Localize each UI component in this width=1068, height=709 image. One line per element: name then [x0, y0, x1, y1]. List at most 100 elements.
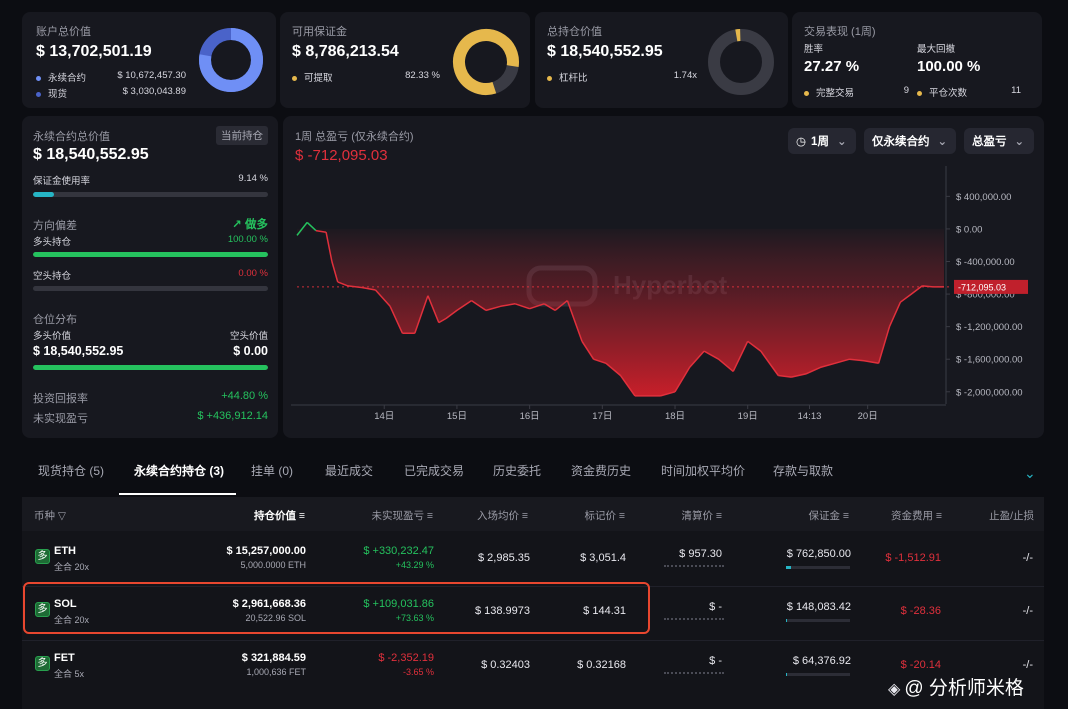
leverage-label: 杠杆比 — [559, 73, 588, 84]
perp-summary-panel: 永续合约总价值 当前持仓 $ 18,540,552.95 保证金使用率 9.14… — [22, 116, 278, 438]
margin-mode: 全合 5x — [54, 669, 85, 679]
long-position-pct: 100.00 % — [227, 234, 268, 245]
sort-icon[interactable]: ≡ — [615, 510, 625, 522]
direction-bias-text: 做多 — [245, 219, 268, 231]
funding-fee: $ -20.14 — [900, 659, 941, 671]
chevron-down-icon: ⌄ — [836, 136, 847, 148]
header-label: 未实现盈亏 — [371, 510, 424, 522]
position-value: $ 15,257,000.00 — [226, 545, 306, 557]
unrealized-pnl: $ +109,031.86 — [363, 598, 434, 610]
sort-icon[interactable]: ≡ — [295, 510, 305, 522]
account-value-label: 账户总价值 — [36, 26, 91, 38]
tp-sl: -/- — [1022, 659, 1033, 671]
header-8[interactable]: 止盈/止损 — [989, 508, 1034, 523]
long-position-label: 多头持仓 — [33, 237, 72, 248]
tab-4[interactable]: 已完成交易 — [404, 464, 465, 478]
metric-selector[interactable]: 总盈亏 ⌄ — [964, 128, 1034, 154]
withdrawable-item: 可提取 82.33 % — [292, 70, 440, 84]
chevron-down-icon: ⌄ — [1014, 136, 1025, 148]
margin-value: $ 762,850.00 — [786, 548, 851, 560]
available-margin-value: $ 8,786,213.54 — [292, 43, 399, 60]
roi-value: +44.80 % — [221, 390, 268, 402]
binance-logo-icon: ◈ — [888, 681, 901, 698]
position-distribution-label: 仓位分布 — [33, 314, 77, 326]
account-donut-chart — [199, 28, 263, 92]
close-count-label: 平仓次数 — [929, 88, 968, 99]
tab-1[interactable]: 永续合约持仓 (3) — [134, 464, 225, 478]
header-0[interactable]: 币种 ▽ — [34, 508, 66, 523]
y-tick-label: $ -1,200,000.00 — [956, 322, 1023, 333]
perp-total-value: $ 18,540,552.95 — [33, 146, 149, 163]
sort-icon[interactable]: ≡ — [839, 510, 849, 522]
period-selector[interactable]: ◷ 1周 ⌄ — [788, 128, 856, 154]
margin-mode: 全合 20x — [54, 615, 90, 625]
performance-card: 交易表现 (1周) 胜率 27.27 % 最大回撤 100.00 % 完整交易 … — [792, 12, 1042, 108]
sort-icon[interactable]: ≡ — [423, 510, 433, 522]
max-drawdown-label: 最大回撤 — [917, 44, 956, 55]
distribution-bar — [33, 365, 268, 370]
header-3[interactable]: 入场均价 ≡ — [477, 508, 528, 523]
withdrawable-label: 可提取 — [304, 73, 333, 84]
tab-8[interactable]: 存款与取款 — [773, 464, 834, 478]
active-tab-underline — [119, 493, 236, 495]
header-1[interactable]: 持仓价值 ≡ — [254, 508, 305, 523]
account-item-perp: 永续合约 $ 10,672,457.30 — [36, 70, 186, 84]
distribution-long-fill — [33, 365, 268, 370]
chart-title: 1周 总盈亏 (仅永续合约) — [295, 131, 414, 143]
tp-sl: -/- — [1022, 605, 1033, 617]
funding-fee: $ -28.36 — [900, 605, 941, 617]
liquidation-dotted-line — [664, 618, 724, 620]
long-position-bar — [33, 252, 268, 257]
unrealized-pnl-pct: +43.29 % — [395, 560, 434, 570]
header-2[interactable]: 未实现盈亏 ≡ — [371, 508, 433, 523]
chart-current-value: $ -712,095.03 — [295, 147, 388, 164]
header-7[interactable]: 资金费用 ≡ — [891, 508, 942, 523]
x-tick-label: 16日 — [520, 411, 540, 422]
unrealized-pnl-pct: -3.65 % — [402, 667, 434, 677]
account-item-spot: 现货 $ 3,030,043.89 — [36, 86, 186, 100]
position-size: 5,000.0000 ETH — [240, 560, 306, 570]
long-badge: 多 — [35, 656, 50, 671]
mark-price: $ 0.32168 — [577, 659, 626, 671]
y-tick-label: $ -1,600,000.00 — [956, 355, 1023, 366]
header-label: 入场均价 — [476, 510, 519, 522]
table-header-row — [22, 497, 1044, 531]
completed-trades-label: 完整交易 — [816, 88, 855, 99]
header-label: 止盈/止损 — [989, 510, 1034, 522]
liquidation-price: $ - — [709, 655, 722, 667]
header-4[interactable]: 标记价 ≡ — [584, 508, 625, 523]
tab-7[interactable]: 时间加权平均价 — [661, 464, 746, 478]
sort-icon[interactable]: ≡ — [932, 510, 942, 522]
current-position-badge[interactable]: 当前持仓 — [216, 126, 268, 145]
holding-value: $ 18,540,552.95 — [547, 43, 663, 60]
header-5[interactable]: 清算价 ≡ — [681, 508, 722, 523]
margin-bar-fill — [786, 619, 788, 622]
withdrawable-value: 82.33 % — [405, 70, 440, 81]
long-position-fill — [33, 252, 268, 257]
holding-donut-chart — [708, 29, 774, 95]
unrealized-pnl-pct: +73.63 % — [395, 613, 434, 623]
header-6[interactable]: 保证金 ≡ — [808, 508, 849, 523]
coin-symbol: SOL — [54, 598, 77, 610]
tp-sl: -/- — [1022, 552, 1033, 564]
tab-5[interactable]: 历史委托 — [493, 464, 542, 478]
tab-2[interactable]: 挂单 (0) — [251, 464, 294, 478]
y-tick-label: $ 0.00 — [956, 224, 982, 235]
collapse-chevron-icon[interactable]: ⌄ — [1024, 465, 1036, 481]
loss-line — [315, 229, 944, 397]
win-rate-value: 27.27 % — [804, 58, 860, 75]
scope-selector[interactable]: 仅永续合约 ⌄ — [864, 128, 956, 154]
long-badge: 多 — [35, 602, 50, 617]
tab-6[interactable]: 资金费历史 — [571, 464, 632, 478]
row-divider — [22, 640, 1044, 641]
tab-0[interactable]: 现货持仓 (5) — [38, 464, 105, 478]
tab-3[interactable]: 最近成交 — [325, 464, 374, 478]
short-value-label: 空头价值 — [229, 331, 268, 342]
filter-icon[interactable]: ▽ — [55, 510, 66, 522]
sort-icon[interactable]: ≡ — [518, 510, 528, 522]
funding-fee: $ -1,512.91 — [885, 552, 941, 564]
sort-icon[interactable]: ≡ — [712, 510, 722, 522]
x-tick-label: 14:13 — [798, 411, 822, 422]
chevron-down-icon: ⌄ — [937, 136, 948, 148]
period-selector-label: 1周 — [811, 136, 829, 148]
